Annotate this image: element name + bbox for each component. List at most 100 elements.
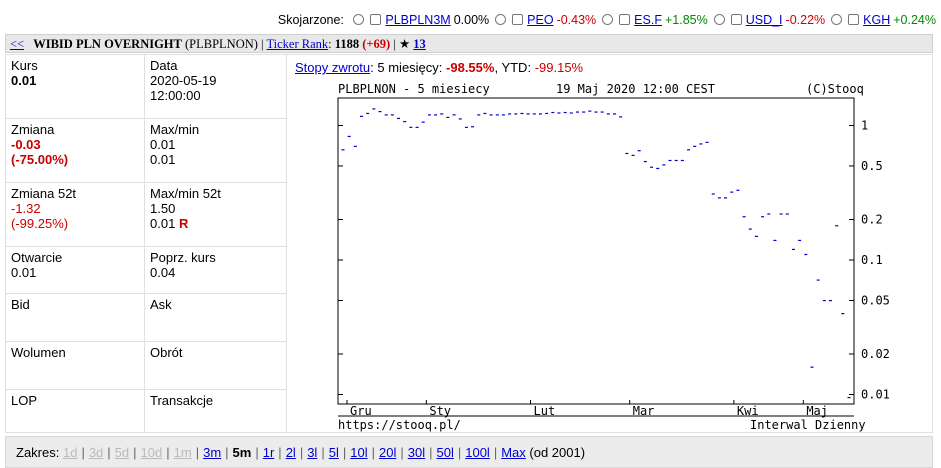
data-point <box>662 164 666 166</box>
range-separator: | <box>255 445 259 460</box>
correlated-symbol-link[interactable]: USD_I <box>745 13 783 27</box>
rank-value: 1188 <box>334 37 360 51</box>
data-point <box>613 113 617 115</box>
range-option-3m[interactable]: 3m <box>203 445 222 460</box>
correlated-radio[interactable] <box>495 14 507 25</box>
correlated-radio[interactable] <box>353 14 365 25</box>
data-point <box>557 112 561 114</box>
data-time: 12:00:00 <box>150 88 201 103</box>
data-point <box>532 113 536 115</box>
y-tick-label: 0.1 <box>861 253 883 267</box>
data-point <box>390 114 394 116</box>
data-point <box>656 167 660 170</box>
data-point <box>791 248 795 251</box>
poprz-label: Poprz. kurs <box>150 250 216 265</box>
returns-link[interactable]: Stopy zwrotu <box>295 60 371 75</box>
header-separator-2: | <box>393 37 396 51</box>
instrument-header: << WIBID PLN OVERNIGHT (PLBPLNON) | Tick… <box>5 34 933 53</box>
maxmin52-label: Max/min 52t <box>150 186 221 201</box>
correlated-checkbox[interactable] <box>848 14 860 25</box>
data-cell: Data 2020-05-19 12:00:00 <box>144 54 287 119</box>
lop-label: LOP <box>11 393 38 408</box>
range-suffix: (od 2001) <box>529 445 586 460</box>
range-separator: | <box>81 445 85 460</box>
correlated-checkbox[interactable] <box>370 14 382 25</box>
zmiana52-pct: (-99.25%) <box>11 216 69 231</box>
correlated-symbol-link[interactable]: ES.F <box>634 13 662 27</box>
data-point <box>378 110 382 113</box>
data-point <box>353 145 357 147</box>
correlated-item: PEO -0.43% <box>495 13 596 27</box>
correlated-radio[interactable] <box>713 14 725 25</box>
chart-source-url[interactable]: https://stooq.pl/ <box>338 418 461 432</box>
data-point <box>440 113 444 115</box>
chart-date: 19 Maj 2020 12:00 CEST <box>556 82 715 96</box>
data-point <box>828 299 832 302</box>
range-separator: | <box>107 445 111 460</box>
max52-value: 1.50 <box>150 201 176 216</box>
correlated-checkbox[interactable] <box>512 14 524 25</box>
data-point <box>452 114 456 116</box>
data-point <box>489 114 493 116</box>
range-option-20l[interactable]: 20l <box>378 445 397 460</box>
range-separator: | <box>133 445 137 460</box>
data-point <box>687 149 691 151</box>
range-separator: | <box>195 445 200 460</box>
correlated-item: USD_I -0.22% <box>713 13 826 27</box>
returns-ytd-label: , YTD: <box>494 60 532 75</box>
data-point <box>816 279 820 281</box>
data-point <box>563 111 567 114</box>
returns-period-label: : 5 miesięcy: <box>370 60 443 75</box>
wolumen-cell: Wolumen <box>5 341 145 390</box>
correlated-symbol-link[interactable]: PLBPLN3M <box>385 13 451 27</box>
data-point <box>458 118 462 120</box>
range-option-max[interactable]: Max <box>501 445 526 460</box>
chart-copyright: (C)Stooq <box>806 82 864 96</box>
range-option-10l[interactable]: 10l <box>350 445 368 460</box>
correlated-checkbox[interactable] <box>730 14 742 25</box>
x-tick-label: Lut <box>534 404 556 418</box>
zmiana-label: Zmiana <box>11 122 55 137</box>
min52-record-flag: R <box>178 216 189 231</box>
range-option-5m[interactable]: 5m <box>232 445 252 460</box>
range-option-100l[interactable]: 100l <box>465 445 490 460</box>
correlated-change: -0.22% <box>785 13 826 27</box>
data-point <box>372 108 376 110</box>
data-point <box>526 113 530 115</box>
range-selector: Zakres: 1d | 3d | 5d | 10d | 1m | 3m | 5m | 1r | 2l | 3l | 5… <box>5 436 933 468</box>
data-point <box>643 160 647 163</box>
data-point <box>427 114 431 116</box>
data-point <box>767 213 771 215</box>
x-tick-label: Mar <box>633 404 655 418</box>
ticker-rank-link[interactable]: Ticker Rank <box>266 37 329 51</box>
correlated-radio[interactable] <box>831 14 843 25</box>
data-point <box>347 135 351 138</box>
range-option-30l[interactable]: 30l <box>407 445 426 460</box>
returns-period-value: -98.55% <box>446 60 495 75</box>
data-point <box>582 111 586 113</box>
range-option-5l[interactable]: 5l <box>328 445 339 460</box>
range-option-3l[interactable]: 3l <box>307 445 318 460</box>
data-point <box>742 216 746 218</box>
range-separator: | <box>493 445 498 460</box>
data-point <box>748 228 752 230</box>
chart-plot-area: 1 0.5 0.2 0.1 0.05 0.02 0.01 Gru Sty Lut Mar Kwi Maj <box>337 97 890 418</box>
range-option-1r[interactable]: 1r <box>262 445 275 460</box>
x-tick-label: Maj <box>806 404 828 418</box>
correlated-symbol-link[interactable]: PEO <box>527 13 554 27</box>
data-point <box>569 112 573 114</box>
data-point <box>699 143 703 145</box>
range-option-3d: 3d <box>88 445 104 460</box>
correlated-checkbox[interactable] <box>619 14 631 25</box>
star-count-link[interactable]: 13 <box>413 37 426 51</box>
back-link[interactable]: << <box>10 37 25 51</box>
correlated-symbol-link[interactable]: KGH <box>863 13 891 27</box>
range-option-50l[interactable]: 50l <box>436 445 454 460</box>
y-tick-label: 0.05 <box>861 293 890 307</box>
zmiana52-cell: Zmiana 52t -1.32 (-99.25%) <box>5 182 145 247</box>
data-point <box>545 112 549 115</box>
correlated-radio[interactable] <box>602 14 614 25</box>
range-option-2l[interactable]: 2l <box>285 445 296 460</box>
zmiana52-abs: -1.32 <box>11 201 41 216</box>
correlated-item: ES.F +1.85% <box>602 13 708 27</box>
